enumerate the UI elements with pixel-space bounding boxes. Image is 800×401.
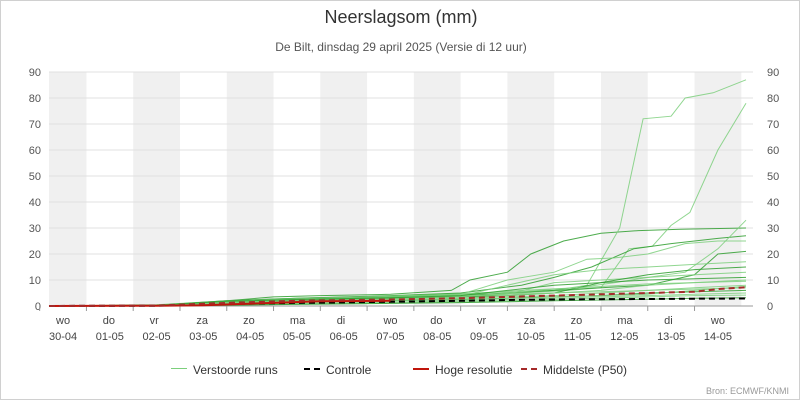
x-tick-date: 01-05: [96, 331, 124, 343]
y-tick-label-right: 90: [767, 67, 779, 79]
day-band: [694, 72, 742, 306]
x-tick-weekday: ma: [290, 315, 306, 327]
x-tick-date: 30-04: [49, 331, 77, 343]
x-tick-weekday: do: [103, 315, 115, 327]
legend-item[interactable]: Verstoorde runs: [171, 363, 278, 377]
x-tick-date: 11-05: [564, 331, 591, 343]
x-tick-weekday: vr: [150, 315, 160, 327]
y-tick-label-right: 60: [767, 145, 779, 157]
x-tick-date: 04-05: [236, 331, 264, 343]
x-tick-date: 13-05: [657, 331, 685, 343]
ensemble-member-line: [48, 227, 747, 307]
x-tick-weekday: wo: [382, 315, 397, 327]
legend-label: Verstoorde runs: [193, 363, 278, 377]
x-tick-weekday: zo: [571, 315, 583, 327]
chart-title: Neerslagsom (mm): [324, 7, 478, 27]
x-tick-weekday: vr: [477, 315, 487, 327]
y-tick-label-right: 80: [767, 93, 779, 105]
day-band: [507, 72, 555, 306]
legend-item[interactable]: Middelste (P50): [521, 363, 627, 377]
y-tick-label-right: 50: [767, 171, 779, 183]
legend-label: Hoge resolutie: [435, 363, 513, 377]
x-tick-date: 09-05: [470, 331, 498, 343]
x-tick-date: 10-05: [517, 331, 545, 343]
y-tick-label-left: 0: [35, 301, 41, 313]
legend-swatch: [521, 367, 537, 370]
legend-swatch: [413, 367, 429, 370]
legend-swatch: [304, 367, 320, 370]
x-tick-weekday: di: [664, 315, 673, 327]
source-credit: Bron: ECMWF/KNMI: [705, 386, 789, 396]
y-tick-label-right: 0: [767, 301, 773, 313]
y-tick-label-right: 20: [767, 249, 779, 261]
x-tick-date: 05-05: [283, 331, 311, 343]
y-tick-label-right: 10: [767, 275, 779, 287]
day-band: [413, 72, 461, 306]
x-tick-date: 12-05: [610, 331, 638, 343]
x-tick-weekday: zo: [243, 315, 255, 327]
legend-label: Controle: [326, 363, 372, 377]
y-tick-label-left: 50: [29, 171, 41, 183]
x-tick-weekday: ma: [617, 315, 633, 327]
day-band: [320, 72, 368, 306]
day-band: [226, 72, 274, 306]
day-band: [600, 72, 648, 306]
y-tick-label-right: 30: [767, 223, 779, 235]
legend-item[interactable]: Controle: [304, 363, 371, 377]
y-tick-label-left: 90: [29, 67, 41, 79]
median-p50-line: [48, 286, 747, 307]
legend-item[interactable]: Hoge resolutie: [413, 363, 512, 377]
y-tick-label-left: 70: [29, 119, 41, 131]
day-band: [49, 72, 87, 306]
day-band: [133, 72, 180, 306]
chart-subtitle: De Bilt, dinsdag 29 april 2025 (Versie d…: [275, 40, 527, 54]
y-tick-label-left: 30: [29, 223, 41, 235]
x-tick-weekday: wo: [710, 315, 725, 327]
ensemble-member-line: [48, 266, 747, 307]
x-tick-date: 06-05: [330, 331, 358, 343]
x-tick-weekday: za: [196, 315, 209, 327]
x-tick-date: 02-05: [143, 331, 171, 343]
x-tick-date: 14-05: [704, 331, 732, 343]
control-line: [48, 297, 747, 307]
x-tick-date: 03-05: [189, 331, 217, 343]
x-tick-weekday: do: [430, 315, 442, 327]
x-tick-weekday: za: [524, 315, 537, 327]
x-tick-weekday: di: [337, 315, 346, 327]
x-tick-date: 07-05: [376, 331, 404, 343]
y-tick-label-left: 80: [29, 93, 41, 105]
y-tick-label-right: 40: [767, 197, 779, 209]
legend-swatch: [171, 368, 187, 370]
chart-legend[interactable]: Verstoorde runs Controle Hoge resolutie Mid…: [1, 363, 800, 379]
y-tick-label-right: 70: [767, 119, 779, 131]
legend-label: Middelste (P50): [543, 363, 628, 377]
y-tick-label-left: 40: [29, 197, 41, 209]
y-tick-label-left: 10: [29, 275, 41, 287]
y-tick-label-left: 20: [29, 249, 41, 261]
ensemble-member-line: [48, 286, 747, 307]
x-tick-date: 08-05: [423, 331, 451, 343]
y-tick-label-left: 60: [29, 145, 41, 157]
x-tick-weekday: wo: [55, 315, 70, 327]
